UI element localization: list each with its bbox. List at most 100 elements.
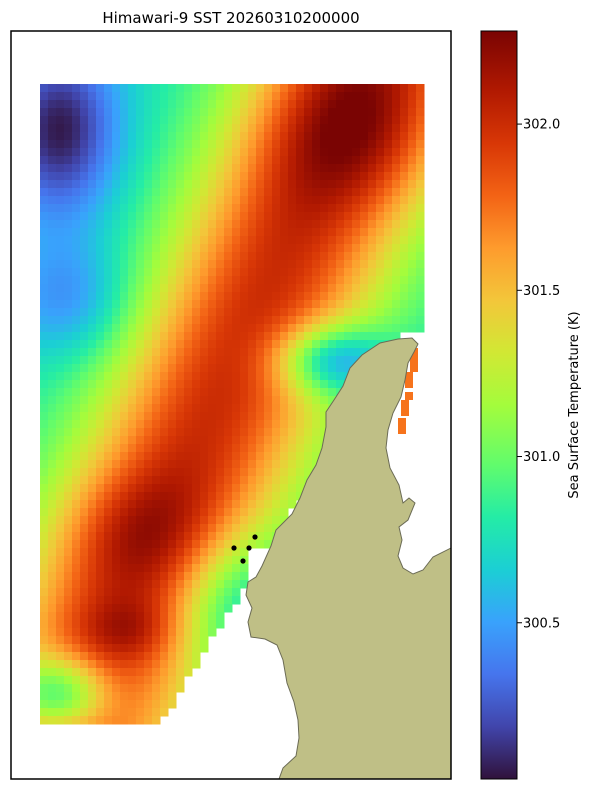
heatmap-cell: [288, 316, 297, 325]
heatmap-cell: [264, 116, 273, 125]
heatmap-cell: [200, 180, 209, 189]
heatmap-cell: [224, 492, 233, 501]
heatmap-cell: [120, 684, 129, 693]
heatmap-cell: [64, 356, 73, 365]
heatmap-cell: [48, 292, 57, 301]
heatmap-cell: [136, 684, 145, 693]
heatmap-cell: [208, 300, 217, 309]
heatmap-cell: [264, 436, 273, 445]
heatmap-cell: [336, 268, 345, 277]
heatmap-cell: [104, 324, 113, 333]
heatmap-cell: [224, 444, 233, 453]
heatmap-cell: [352, 348, 361, 357]
heatmap-cell: [200, 84, 209, 93]
heatmap-cell: [288, 340, 297, 349]
heatmap-cell: [176, 148, 185, 157]
heatmap-cell: [88, 92, 97, 101]
heatmap-cell: [112, 100, 121, 109]
heatmap-cell: [392, 156, 401, 165]
heatmap-cell: [192, 380, 201, 389]
heatmap-cell: [136, 636, 145, 645]
heatmap-cell: [40, 292, 49, 301]
heatmap-cell: [264, 532, 273, 541]
heatmap-cell: [208, 364, 217, 373]
heatmap-cell: [184, 572, 193, 581]
heatmap-cell: [40, 332, 49, 341]
heatmap-cell: [272, 388, 281, 397]
heatmap-cell: [344, 220, 353, 229]
heatmap-cell: [416, 292, 425, 301]
heatmap-cell: [416, 204, 425, 213]
heatmap-cell: [208, 108, 217, 117]
heatmap-cell: [392, 220, 401, 229]
heatmap-cell: [88, 492, 97, 501]
heatmap-cell: [208, 132, 217, 141]
heatmap-cell: [96, 348, 105, 357]
heatmap-cell: [352, 164, 361, 173]
heatmap-cell: [128, 556, 137, 565]
heatmap-cell: [224, 484, 233, 493]
heatmap-cell: [200, 372, 209, 381]
heatmap-cell: [248, 156, 257, 165]
heatmap-cell: [80, 148, 89, 157]
heatmap-cell: [64, 292, 73, 301]
heatmap-cell: [296, 276, 305, 285]
heatmap-cell: [264, 452, 273, 461]
heatmap-cell: [96, 684, 105, 693]
heatmap-cell: [144, 372, 153, 381]
heatmap-cell: [48, 388, 57, 397]
heatmap-cell: [224, 556, 233, 565]
heatmap-cell: [160, 516, 169, 525]
heatmap-cell: [152, 628, 161, 637]
heatmap-cell: [160, 588, 169, 597]
heatmap-cell: [176, 636, 185, 645]
heatmap-cell: [144, 188, 153, 197]
heatmap-cell: [56, 556, 65, 565]
heatmap-cell: [256, 404, 265, 413]
heatmap-cell: [352, 140, 361, 149]
heatmap-cell: [256, 268, 265, 277]
heatmap-cell: [232, 468, 241, 477]
heatmap-cell: [56, 188, 65, 197]
heatmap-cell: [192, 404, 201, 413]
heatmap-cell: [128, 92, 137, 101]
heatmap-cell: [176, 652, 185, 661]
heatmap-cell: [144, 268, 153, 277]
heatmap-cell: [128, 116, 137, 125]
heatmap-cell: [168, 692, 177, 701]
heatmap-cell: [144, 612, 153, 621]
heatmap-cell: [184, 556, 193, 565]
heatmap-cell: [296, 396, 305, 405]
heatmap-cell: [168, 532, 177, 541]
heatmap-cell: [344, 172, 353, 181]
heatmap-cell: [192, 236, 201, 245]
heatmap-cell: [160, 300, 169, 309]
heatmap-cell: [328, 276, 337, 285]
heatmap-cell: [192, 588, 201, 597]
heatmap-cell: [104, 556, 113, 565]
heatmap-cell: [200, 332, 209, 341]
heatmap-cell: [392, 164, 401, 173]
heatmap-cell: [56, 100, 65, 109]
heatmap-cell: [168, 700, 177, 709]
heatmap-cell: [88, 188, 97, 197]
heatmap-cell: [72, 84, 81, 93]
heatmap-cell: [56, 148, 65, 157]
heatmap-cell: [88, 676, 97, 685]
heatmap-cell: [152, 260, 161, 269]
heatmap-cell: [176, 204, 185, 213]
heatmap-cell: [224, 292, 233, 301]
heatmap-cell: [200, 196, 209, 205]
heatmap-cell: [144, 716, 153, 725]
heatmap-cell: [88, 316, 97, 325]
heatmap-cell: [176, 268, 185, 277]
heatmap-cell: [352, 228, 361, 237]
heatmap-cell: [120, 676, 129, 685]
heatmap-cell: [80, 716, 89, 725]
heatmap-cell: [136, 660, 145, 669]
heatmap-cell: [264, 92, 273, 101]
heatmap-cell: [296, 300, 305, 309]
heatmap-cell: [88, 548, 97, 557]
heatmap-cell: [272, 420, 281, 429]
